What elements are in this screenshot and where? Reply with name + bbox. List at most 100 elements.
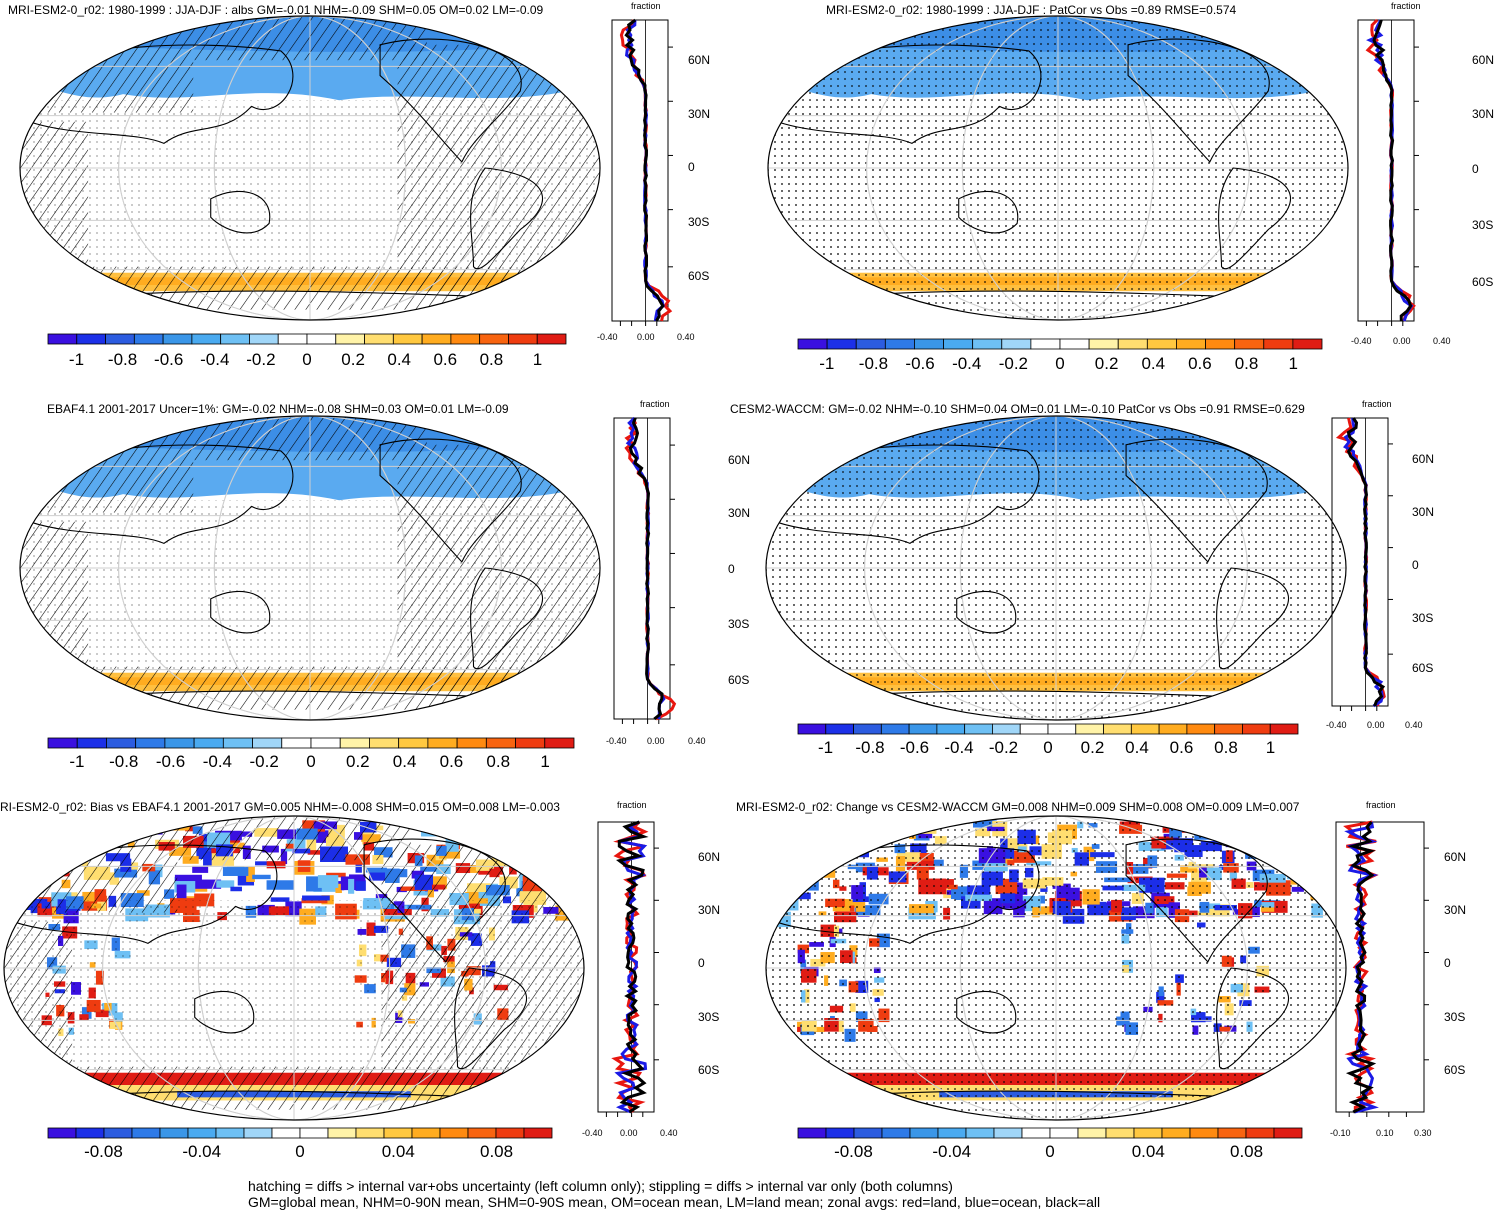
zonal-x-tick: 0.00	[647, 736, 665, 746]
lat-label: 30N	[1412, 505, 1435, 519]
colorbar-swatch	[536, 333, 567, 345]
colorbar-swatch	[1001, 338, 1032, 350]
zonal-all-line	[1345, 820, 1377, 1114]
lat-label: 0	[698, 956, 705, 970]
colorbar-swatch	[495, 1127, 525, 1139]
colorbar-swatch	[1269, 723, 1299, 735]
colorbar-tick-label: -0.2	[998, 354, 1028, 373]
colorbar-swatch	[909, 1127, 939, 1139]
colorbar-swatch	[76, 333, 106, 345]
colorbar-swatch	[310, 737, 341, 749]
colorbar-tick-label: -0.6	[155, 752, 186, 771]
colorbar-swatch	[427, 737, 458, 749]
graticule	[4, 816, 584, 1120]
zonal-axis-title: fraction	[1362, 399, 1392, 409]
colorbar-tick-label: 0.2	[345, 752, 370, 771]
hatching	[20, 416, 194, 513]
map-border	[3, 815, 585, 1121]
panel-5: RI-ESM2-0_r02: Bias vs EBAF4.1 2001-2017…	[0, 796, 748, 1191]
colorbar-swatch	[162, 333, 193, 345]
colorbar-swatch	[215, 1127, 245, 1139]
zonal-x-tick: 0.00	[620, 1128, 638, 1138]
zonal-axis-title: fraction	[1366, 800, 1396, 810]
panel-title: MRI-ESM2-0_r02: 1980-1999 : JJA-DJF : al…	[8, 3, 544, 17]
colorbar-tick-label: -0.8	[107, 350, 138, 369]
graticule	[20, 416, 600, 720]
colorbar-swatch	[855, 338, 886, 350]
colorbar-swatch	[439, 1127, 469, 1139]
lat-label: 30N	[688, 107, 711, 121]
colorbar-swatch	[1021, 1127, 1051, 1139]
colorbar-swatch	[1105, 1127, 1135, 1139]
zonal-axis-title: fraction	[1391, 1, 1421, 11]
colorbar-swatch	[880, 723, 910, 735]
colorbar-swatch	[1075, 723, 1104, 735]
colorbar-tick-label: 0.4	[387, 350, 412, 369]
zonal-mean-plot	[1335, 820, 1429, 1117]
colorbar	[47, 333, 567, 345]
colorbar-swatch	[1146, 338, 1177, 350]
colorbar-swatch	[191, 333, 222, 345]
zonal-x-tick: 0.00	[1393, 336, 1411, 346]
colorbar-tick-label: 0.4	[1141, 354, 1166, 373]
colorbar-swatch	[1245, 1127, 1275, 1139]
colorbar-tick-label: 0.8	[479, 350, 504, 369]
colorbar-swatch	[76, 737, 107, 749]
lat-label: 30N	[1472, 107, 1495, 121]
colorbar-swatch	[825, 723, 854, 735]
colorbar-tick-label: 0.4	[392, 752, 417, 771]
panel-title: RI-ESM2-0_r02: Bias vs EBAF4.1 2001-2017…	[0, 800, 560, 814]
zonal-mean-plot	[1357, 18, 1419, 326]
colorbar-swatch	[936, 723, 966, 735]
colorbar-swatch	[106, 737, 137, 749]
colorbar-swatch	[1117, 338, 1148, 350]
colorbar-swatch	[277, 333, 308, 345]
colorbar	[797, 723, 1299, 735]
colorbar	[47, 1127, 553, 1139]
map-plot	[765, 415, 1347, 721]
colorbar-swatch	[1019, 723, 1049, 735]
lat-label: 30N	[698, 903, 721, 917]
colorbar-swatch	[47, 737, 78, 749]
zonal-mean-plot	[613, 416, 677, 724]
colorbar-swatch	[47, 1127, 77, 1139]
colorbar-swatch	[1189, 1127, 1219, 1139]
colorbar-swatch	[992, 723, 1021, 735]
zonal-all-line	[616, 820, 649, 1114]
colorbar-swatch	[972, 338, 1003, 350]
lat-label: 30N	[728, 506, 751, 520]
zonal-frame	[611, 19, 669, 322]
colorbar-swatch	[271, 1127, 301, 1139]
zonal-frame	[597, 821, 655, 1113]
map-plot	[3, 815, 585, 1121]
lat-label: 60N	[728, 453, 751, 467]
map-border	[767, 15, 1349, 321]
map-border	[765, 815, 1347, 1121]
zonal-land-line	[1335, 417, 1386, 707]
colorbar-tick-label: 0	[1055, 354, 1065, 373]
colorbar-tick-label: -0.6	[905, 354, 935, 373]
map-border	[19, 415, 601, 721]
colorbar-swatch	[159, 1127, 189, 1139]
hatching	[20, 121, 89, 292]
panel-6: MRI-ESM2-0_r02: Change vs CESM2-WACCM GM…	[736, 796, 1496, 1191]
colorbar-swatch	[252, 737, 283, 749]
lat-label: 60N	[698, 850, 721, 864]
zonal-axis-title: fraction	[617, 800, 647, 810]
colorbar-swatch	[1049, 1127, 1079, 1139]
zonal-ocean-line	[614, 820, 648, 1114]
zonal-ocean-line	[1343, 417, 1384, 708]
colorbar-tick-label: -0.8	[855, 738, 885, 757]
panel-title: MRI-ESM2-0_r02: 1980-1999 : JJA-DJF : Pa…	[826, 3, 1237, 17]
lat-label: 60N	[1472, 53, 1495, 67]
colorbar-swatch	[797, 338, 828, 350]
panel-3: EBAF4.1 2001-2017 Uncer=1%: GM=-0.02 NHM…	[0, 398, 751, 793]
colorbar-swatch	[993, 1127, 1023, 1139]
hatching	[4, 816, 178, 913]
colorbar-swatch	[1176, 338, 1206, 350]
colorbar-tick-label: 0.2	[1094, 354, 1119, 373]
colorbar-swatch	[249, 333, 279, 345]
colorbar-tick-label: 0	[1045, 1142, 1055, 1161]
colorbar-swatch	[467, 1127, 497, 1139]
zonal-frame	[1357, 19, 1415, 322]
